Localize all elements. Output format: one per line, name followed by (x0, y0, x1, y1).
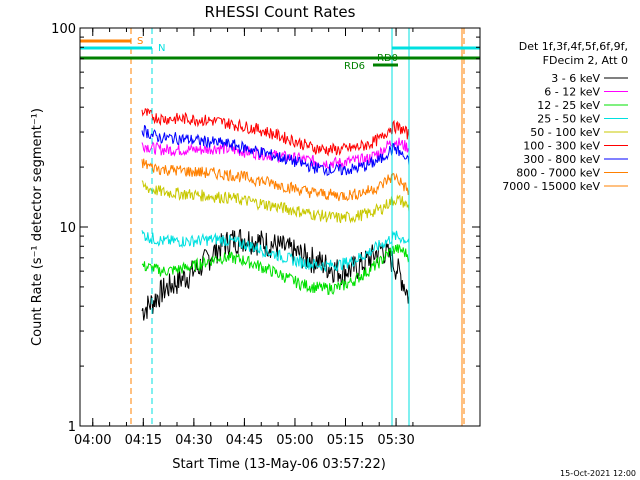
legend-label-0: 3 - 6 keV (551, 72, 600, 85)
y-tick-label-1: 10 (59, 221, 76, 236)
legend-header-line-2: FDecim 2, Att 0 (543, 54, 628, 67)
x-tick-label-2: 04:30 (175, 433, 212, 448)
x-tick-label-0: 04:00 (74, 433, 111, 448)
series-line-1 (141, 137, 410, 170)
x-tick-label-1: 04:15 (125, 433, 162, 448)
annotation-rd0: RD0 (377, 53, 398, 64)
legend-label-2: 12 - 25 keV (537, 99, 600, 112)
plot-frame (79, 27, 481, 427)
x-tick-label-5: 05:15 (327, 433, 364, 448)
series-line-7 (141, 158, 410, 202)
axes: 04:00 04:15 04:30 04:45 05:00 05:15 05:30 1 10 10… (51, 22, 480, 448)
series-line-4 (141, 180, 410, 224)
legend-label-5: 100 - 300 keV (523, 140, 600, 153)
annotation-rd6: RD6 (344, 61, 365, 72)
legend-header-line-1: Det 1f,3f,4f,5f,6f,9f, (519, 40, 628, 53)
y-axis-label: Count Rate (s⁻¹ detector segment⁻¹) (30, 108, 45, 346)
x-tick-label-4: 05:00 (276, 433, 313, 448)
footer-timestamp: 15-Oct-2021 12:00 (560, 469, 636, 478)
y-tick-label-0: 1 (68, 420, 76, 435)
series-line-2 (141, 244, 410, 295)
series-line-6 (141, 124, 410, 177)
legend-label-8: 7000 - 15000 keV (502, 180, 600, 193)
annotation-n: N (158, 43, 165, 54)
legend-label-4: 50 - 100 keV (530, 126, 600, 139)
x-tick-label-3: 04:45 (226, 433, 263, 448)
x-axis-label: Start Time (13-May-06 03:57:22) (172, 457, 386, 472)
annotation-s: S (137, 36, 143, 47)
chart-title: RHESSI Count Rates (205, 3, 356, 21)
y-tick-label-2: 100 (51, 22, 76, 37)
legend: Det 1f,3f,4f,5f,6f,9f, FDecim 2, Att 0 3… (502, 40, 628, 193)
series-line-5 (141, 107, 410, 157)
legend-label-3: 25 - 50 keV (537, 113, 600, 126)
plot-area: S N RD0 RD6 (80, 28, 480, 426)
series-line-3 (141, 230, 410, 272)
x-tick-label-6: 05:30 (377, 433, 414, 448)
legend-label-1: 6 - 12 keV (544, 86, 600, 99)
legend-label-6: 300 - 800 keV (523, 153, 600, 166)
legend-label-7: 800 - 7000 keV (516, 167, 600, 180)
